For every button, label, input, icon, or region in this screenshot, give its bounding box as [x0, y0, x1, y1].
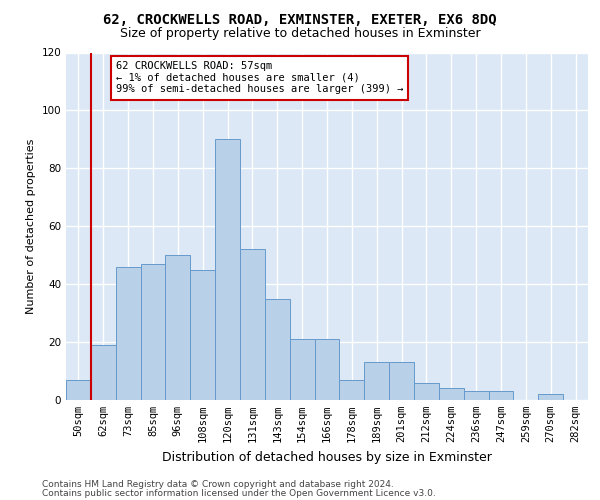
- Bar: [166, 255, 190, 400]
- Bar: [439, 388, 464, 400]
- Text: Size of property relative to detached houses in Exminster: Size of property relative to detached ho…: [119, 28, 481, 40]
- Bar: [190, 270, 215, 400]
- Text: Contains public sector information licensed under the Open Government Licence v3: Contains public sector information licen…: [42, 488, 436, 498]
- Bar: [538, 394, 563, 400]
- X-axis label: Distribution of detached houses by size in Exminster: Distribution of detached houses by size …: [162, 450, 492, 464]
- Bar: [364, 362, 389, 400]
- Bar: [314, 339, 340, 400]
- Bar: [116, 267, 140, 400]
- Text: 62, CROCKWELLS ROAD, EXMINSTER, EXETER, EX6 8DQ: 62, CROCKWELLS ROAD, EXMINSTER, EXETER, …: [103, 12, 497, 26]
- Bar: [414, 382, 439, 400]
- Bar: [290, 339, 314, 400]
- Bar: [389, 362, 414, 400]
- Text: Contains HM Land Registry data © Crown copyright and database right 2024.: Contains HM Land Registry data © Crown c…: [42, 480, 394, 489]
- Bar: [464, 392, 488, 400]
- Bar: [265, 298, 290, 400]
- Bar: [340, 380, 364, 400]
- Text: 62 CROCKWELLS ROAD: 57sqm
← 1% of detached houses are smaller (4)
99% of semi-de: 62 CROCKWELLS ROAD: 57sqm ← 1% of detach…: [116, 61, 403, 94]
- Bar: [240, 250, 265, 400]
- Bar: [66, 380, 91, 400]
- Bar: [488, 392, 514, 400]
- Y-axis label: Number of detached properties: Number of detached properties: [26, 138, 36, 314]
- Bar: [215, 140, 240, 400]
- Bar: [140, 264, 166, 400]
- Bar: [91, 345, 116, 400]
